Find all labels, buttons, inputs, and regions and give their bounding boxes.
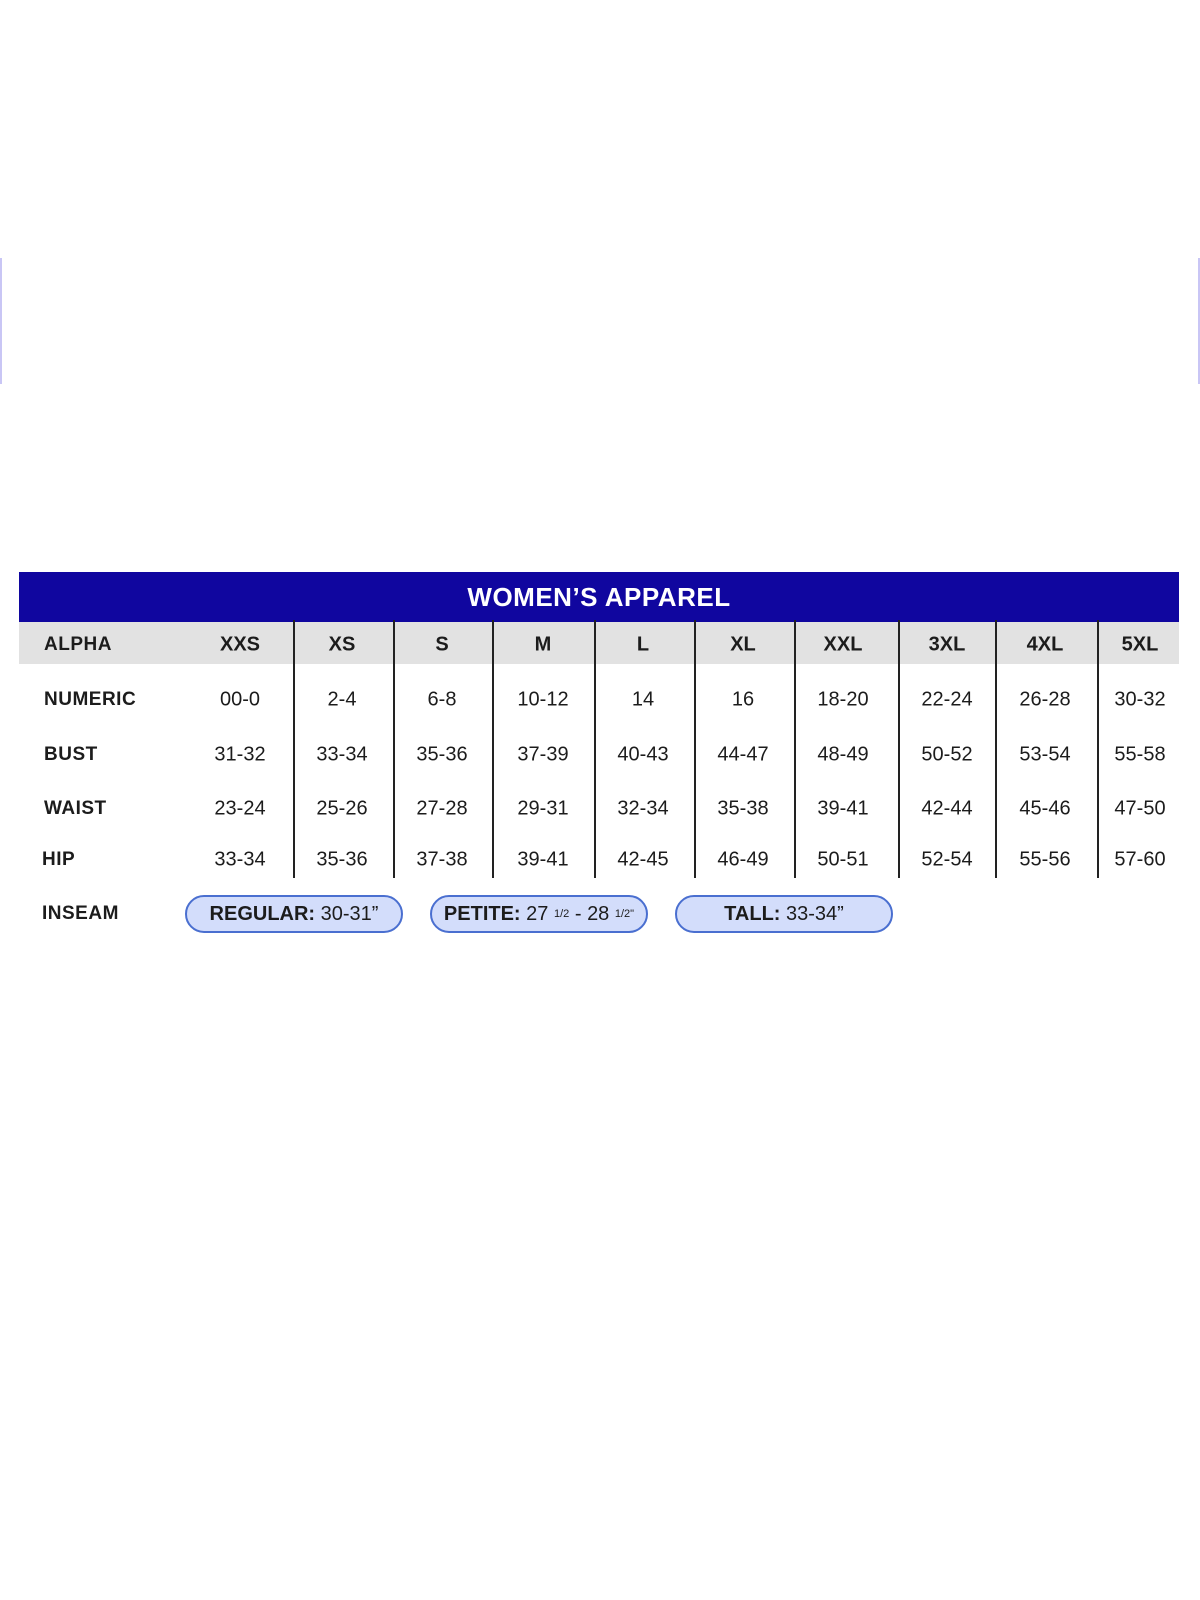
table-cell: 35-36 <box>316 848 368 871</box>
table-cell: 37-38 <box>416 848 468 871</box>
row-label: NUMERIC <box>44 689 137 710</box>
table-cell: 14 <box>631 688 655 711</box>
table-cell: 2-4 <box>327 688 357 711</box>
table-cell: 10-12 <box>517 688 569 711</box>
table-cell: XS <box>328 633 356 656</box>
table-cell: 50-51 <box>817 848 869 871</box>
table-cell: 44-47 <box>717 743 769 766</box>
table-cell: XL <box>730 633 756 656</box>
table-cell: 42-45 <box>617 848 669 871</box>
table-cell: M <box>534 633 552 656</box>
table-cell: 27-28 <box>416 797 468 820</box>
row-label: HIP <box>42 849 76 870</box>
column-divider <box>694 620 696 878</box>
column-divider <box>794 620 796 878</box>
table-cell: 55-56 <box>1019 848 1071 871</box>
table-cell: 42-44 <box>921 797 973 820</box>
table-cell: L <box>636 633 650 656</box>
edge-line-left <box>0 258 2 384</box>
table-cell: 26-28 <box>1019 688 1071 711</box>
table-cell: 35-38 <box>717 797 769 820</box>
table-cell: 47-50 <box>1114 797 1166 820</box>
table-cell: 37-39 <box>517 743 569 766</box>
table-cell: 25-26 <box>316 797 368 820</box>
table-cell: S <box>435 633 449 656</box>
table-cell: 22-24 <box>921 688 973 711</box>
table-cell: 35-36 <box>416 743 468 766</box>
table-cell: 55-58 <box>1114 743 1166 766</box>
table-cell: 32-34 <box>617 797 669 820</box>
column-divider <box>898 620 900 878</box>
table-cell: 30-32 <box>1114 688 1166 711</box>
table-cell: 00-0 <box>219 688 261 711</box>
table-cell: 52-54 <box>921 848 973 871</box>
table-cell: 5XL <box>1121 633 1159 656</box>
table-title: WOMEN’S APPAREL <box>19 572 1179 622</box>
table-cell: 40-43 <box>617 743 669 766</box>
table-cell: 39-41 <box>817 797 869 820</box>
row-label: ALPHA <box>44 634 112 655</box>
table-cell: 57-60 <box>1114 848 1166 871</box>
inseam-regular-pill: REGULAR: 30-31” <box>185 895 403 933</box>
table-cell: 6-8 <box>427 688 457 711</box>
table-cell: 50-52 <box>921 743 973 766</box>
edge-line-right <box>1198 258 1200 384</box>
table-cell: 31-32 <box>214 743 266 766</box>
table-cell: XXL <box>823 633 863 656</box>
table-cell: 45-46 <box>1019 797 1071 820</box>
inseam-label: INSEAM <box>42 903 119 924</box>
column-divider <box>594 620 596 878</box>
inseam-petite-pill: PETITE: 27 1/2 - 28 1/2" <box>430 895 648 933</box>
table-cell: 4XL <box>1026 633 1064 656</box>
table-cell: 23-24 <box>214 797 266 820</box>
column-divider <box>1097 620 1099 878</box>
table-cell: 53-54 <box>1019 743 1071 766</box>
table-cell: 16 <box>731 688 755 711</box>
table-cell: 46-49 <box>717 848 769 871</box>
alpha-row-background <box>19 622 1179 664</box>
column-divider <box>293 620 295 878</box>
row-label: WAIST <box>44 798 107 819</box>
table-cell: 29-31 <box>517 797 569 820</box>
table-cell: 18-20 <box>817 688 869 711</box>
table-cell: 48-49 <box>817 743 869 766</box>
table-cell: 3XL <box>928 633 966 656</box>
inseam-tall-pill: TALL: 33-34” <box>675 895 893 933</box>
table-cell: 39-41 <box>517 848 569 871</box>
column-divider <box>393 620 395 878</box>
column-divider <box>492 620 494 878</box>
table-cell: XXS <box>219 633 261 656</box>
table-cell: 33-34 <box>214 848 266 871</box>
column-divider <box>995 620 997 878</box>
table-cell: 33-34 <box>316 743 368 766</box>
row-label: BUST <box>44 744 98 765</box>
